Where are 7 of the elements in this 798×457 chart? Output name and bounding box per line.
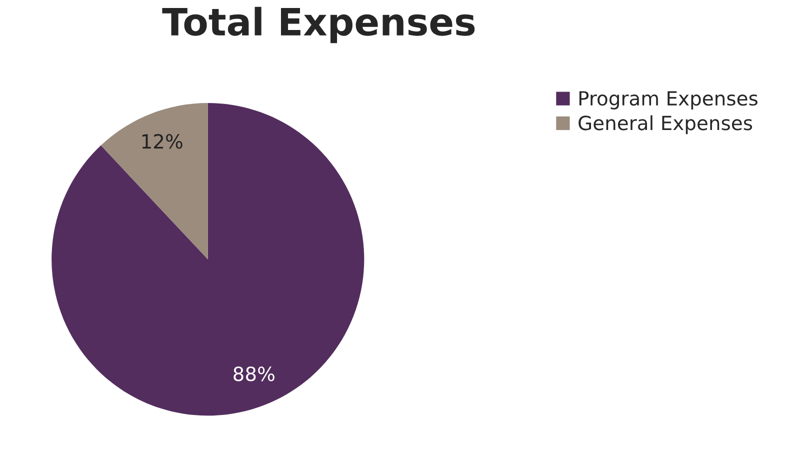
- legend-label: General Expenses: [578, 115, 752, 134]
- legend-label: Program Expenses: [579, 91, 758, 110]
- data-label: 12%: [142, 134, 182, 149]
- pie-slice: [52, 103, 364, 416]
- chart-title: Total Expenses: [162, 6, 475, 44]
- pie-slice: [100, 103, 208, 260]
- data-label: 88%: [234, 366, 274, 382]
